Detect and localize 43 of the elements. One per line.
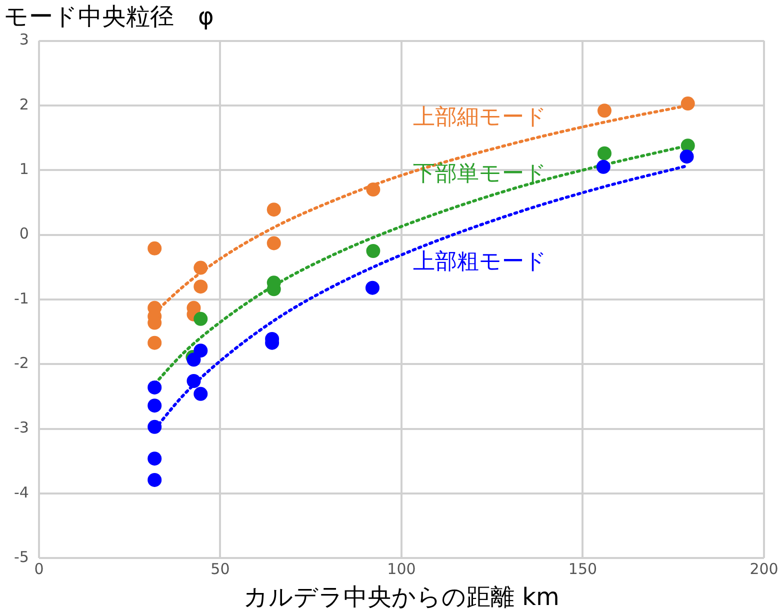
y-tick-label: -3 bbox=[14, 418, 29, 437]
y-tick-label: -5 bbox=[14, 548, 29, 566]
y-tick-label: -4 bbox=[14, 483, 29, 502]
y-tick-label: 0 bbox=[19, 224, 29, 243]
x-tick-label: 50 bbox=[210, 560, 230, 578]
y-tick-label: 1 bbox=[19, 160, 29, 178]
point bbox=[597, 146, 612, 160]
point bbox=[186, 374, 201, 388]
y-tick-label: -1 bbox=[14, 289, 29, 308]
x-tick-label: 200 bbox=[750, 560, 778, 578]
x-tick-label: 150 bbox=[568, 560, 598, 578]
y-axis-title: モード中央粒径 φ bbox=[4, 2, 214, 31]
point bbox=[148, 241, 162, 256]
point bbox=[186, 352, 201, 367]
point bbox=[194, 386, 208, 401]
point bbox=[194, 280, 208, 294]
point bbox=[148, 452, 162, 466]
point bbox=[148, 420, 162, 434]
y-tick-label: -2 bbox=[14, 354, 29, 372]
y-tick-label: 2 bbox=[19, 95, 29, 114]
point bbox=[366, 182, 380, 197]
point bbox=[366, 244, 380, 258]
point bbox=[148, 472, 162, 487]
point bbox=[148, 336, 162, 350]
text: 下部単モード bbox=[413, 161, 548, 186]
x-tick-label: 100 bbox=[387, 560, 416, 578]
point bbox=[365, 280, 380, 295]
x-tick-label: 0 bbox=[34, 560, 44, 578]
point bbox=[266, 202, 281, 217]
point bbox=[148, 380, 162, 394]
point bbox=[597, 104, 612, 118]
point bbox=[596, 160, 610, 174]
point bbox=[266, 236, 281, 250]
point bbox=[194, 344, 208, 358]
point bbox=[194, 312, 208, 326]
y-tick-label: 3 bbox=[19, 30, 29, 49]
text: 上部細モード bbox=[413, 105, 548, 130]
point bbox=[680, 96, 695, 111]
point bbox=[194, 260, 208, 275]
series-label: 上部粗モード bbox=[413, 249, 548, 274]
point bbox=[680, 150, 694, 164]
point bbox=[148, 398, 162, 413]
x-axis-title: カルデラ中央からの距離 km bbox=[244, 582, 560, 611]
